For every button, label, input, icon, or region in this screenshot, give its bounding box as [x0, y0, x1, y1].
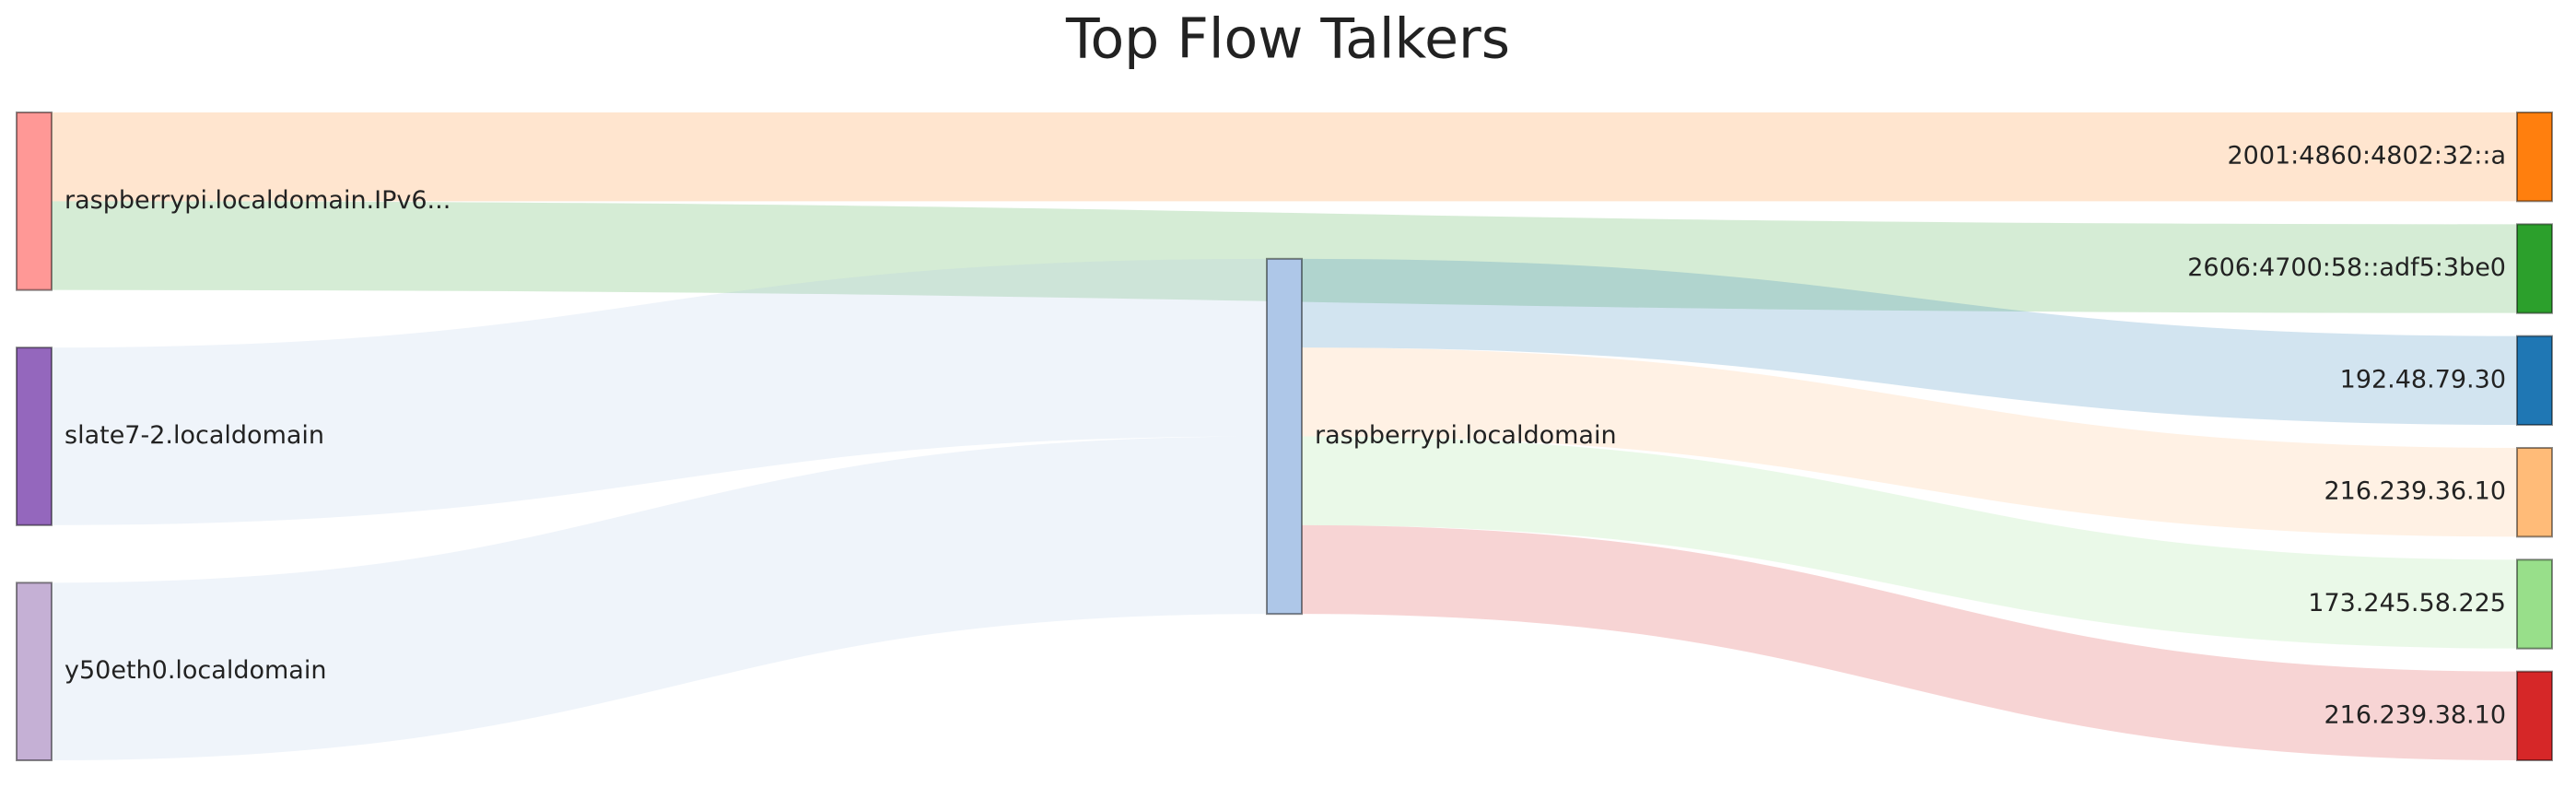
link [51, 436, 1268, 761]
node-label: raspberrypi.localdomain.IPv6... [64, 186, 451, 215]
node [2516, 223, 2553, 314]
link [1301, 258, 2518, 425]
node [16, 112, 53, 291]
node-label: 2606:4700:58::adf5:3be0 [2187, 253, 2506, 282]
node-label: 216.239.38.10 [2324, 700, 2506, 729]
node [2516, 112, 2553, 203]
node [2516, 670, 2553, 762]
node [2516, 447, 2553, 538]
node-label: 192.48.79.30 [2340, 365, 2506, 394]
node [16, 347, 53, 526]
link [1301, 436, 2518, 649]
link [1301, 524, 2518, 760]
node [2516, 335, 2553, 426]
node [2516, 558, 2553, 650]
link [51, 201, 2518, 313]
node-label: y50eth0.localdomain [64, 656, 326, 685]
node-label: raspberrypi.localdomain [1315, 421, 1617, 450]
node [16, 582, 53, 761]
chart-title: Top Flow Talkers [1065, 7, 1510, 72]
node-label: 2001:4860:4802:32::a [2227, 142, 2506, 170]
link [1301, 347, 2518, 537]
node-label: slate7-2.localdomain [64, 421, 324, 450]
node-label: 216.239.36.10 [2324, 477, 2506, 506]
node [1266, 257, 1303, 616]
link [51, 258, 1268, 525]
node-label: 173.245.58.225 [2308, 589, 2506, 617]
